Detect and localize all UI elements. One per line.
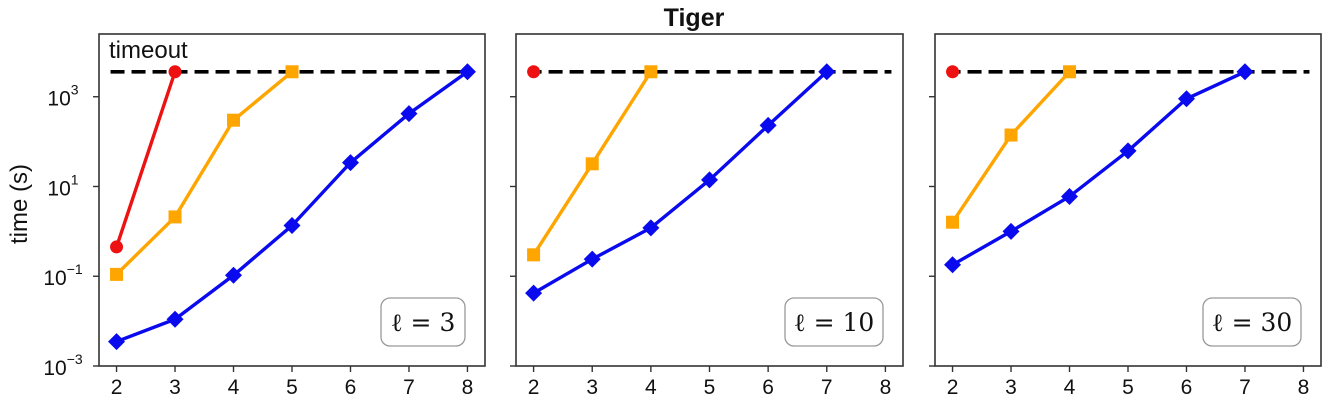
data-point-blue xyxy=(944,256,962,274)
data-point-red xyxy=(168,65,182,79)
x-tick-label: 6 xyxy=(762,376,774,399)
data-point-orange xyxy=(1004,128,1018,142)
x-tick-label: 3 xyxy=(1005,376,1017,399)
data-point-red xyxy=(527,65,541,79)
y-tick-label: 103 xyxy=(47,82,78,111)
y-axis-title: time (s) xyxy=(6,164,33,244)
param-label-box xyxy=(1202,297,1302,347)
x-tick-label: 3 xyxy=(169,376,181,399)
x-tick-label: 4 xyxy=(1064,376,1076,399)
param-label: ℓ = 10 xyxy=(794,308,875,337)
x-tick-label: 7 xyxy=(1239,376,1251,399)
x-tick-label: 8 xyxy=(880,376,892,399)
x-tick-label: 4 xyxy=(645,376,657,399)
x-tick-label: 7 xyxy=(821,376,833,399)
data-point-blue xyxy=(1119,142,1137,160)
data-point-blue xyxy=(701,171,718,189)
chart-panel-1: 2 3 4 5 6 7 8 10−3 10−1 101 103 timeout ℓ = 3 xyxy=(43,33,486,399)
figure-title: Tiger xyxy=(664,4,725,32)
x-tick-label: 6 xyxy=(1181,376,1193,399)
data-point-orange xyxy=(644,65,658,79)
data-point-blue xyxy=(759,116,777,134)
y-tick-label: 10−3 xyxy=(43,351,83,380)
x-tick-label: 3 xyxy=(586,376,598,399)
series-line-orange xyxy=(951,70,1071,224)
data-point-blue xyxy=(642,219,660,237)
x-tick-label: 2 xyxy=(111,376,123,399)
data-point-blue xyxy=(1002,222,1020,240)
param-label: ℓ = 3 xyxy=(391,308,456,337)
data-point-orange xyxy=(527,248,541,262)
data-point-blue xyxy=(1061,187,1079,205)
data-point-blue xyxy=(1177,90,1195,108)
x-tick-label: 6 xyxy=(345,376,357,399)
x-tick-label: 5 xyxy=(1122,376,1134,399)
series-line-red xyxy=(114,71,177,248)
x-tick-label: 5 xyxy=(286,376,298,399)
x-tick-label: 2 xyxy=(528,376,540,399)
data-point-red xyxy=(946,65,960,79)
x-tick-label: 5 xyxy=(704,376,716,399)
data-point-orange xyxy=(1063,65,1077,79)
series-line-orange xyxy=(115,70,294,276)
data-point-blue xyxy=(818,63,836,81)
x-tick-label: 8 xyxy=(1298,376,1310,399)
data-point-orange xyxy=(946,215,960,229)
chart-panel-3: 2 3 4 5 6 7 8 ℓ = 30 xyxy=(929,33,1322,399)
series-line-blue xyxy=(532,70,828,295)
y-tick-label: 101 xyxy=(47,171,78,200)
data-point-blue xyxy=(583,250,601,268)
y-tick-label: 10−1 xyxy=(43,261,83,290)
x-tick-label: 8 xyxy=(462,376,474,399)
param-label-box xyxy=(380,297,466,347)
data-point-blue xyxy=(108,333,126,351)
data-point-blue xyxy=(1236,63,1254,81)
data-point-blue xyxy=(341,154,359,172)
x-tick-label: 7 xyxy=(403,376,415,399)
x-tick-label: 4 xyxy=(228,376,240,399)
data-point-blue xyxy=(400,105,418,123)
data-point-orange xyxy=(585,157,599,171)
data-point-orange xyxy=(110,267,124,281)
panels-group: 2 3 4 5 6 7 8 10−3 10−1 101 103 timeout ℓ = 3 2 3 4 5 6 7 8… xyxy=(43,33,1322,399)
param-label: ℓ = 30 xyxy=(1212,308,1293,337)
data-point-blue xyxy=(225,266,243,284)
data-point-blue xyxy=(166,310,184,328)
data-point-blue xyxy=(283,217,301,235)
data-point-blue xyxy=(525,284,543,302)
timeout-label: timeout xyxy=(109,37,188,64)
param-label-box xyxy=(784,297,884,347)
chart-panel-2: 2 3 4 5 6 7 8 ℓ = 10 xyxy=(510,33,904,399)
data-point-orange xyxy=(285,65,299,79)
data-point-orange xyxy=(168,210,182,224)
x-tick-label: 2 xyxy=(947,376,959,399)
series-line-blue xyxy=(951,70,1246,267)
data-point-orange xyxy=(227,113,241,127)
data-point-blue xyxy=(458,63,476,81)
data-point-red xyxy=(110,240,124,254)
